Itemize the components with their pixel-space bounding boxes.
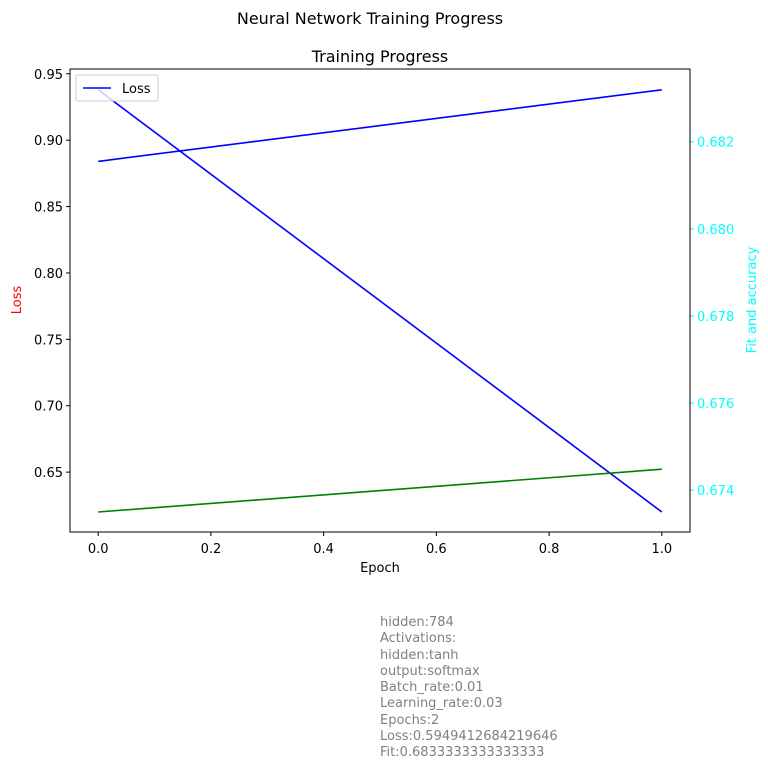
tick-layer: 0.0 0.2 0.4 0.6 0.8 1.0 0.65 0.70 0.75 0.80 0.85 0.…	[34, 68, 734, 557]
info-line-learning-rate: Learning_rate:0.03	[380, 696, 503, 712]
x-tick-label-2: 0.4	[313, 542, 334, 557]
info-line-hidden: hidden:784	[380, 615, 454, 630]
y-right-tick-label-4: 0.682	[697, 136, 734, 151]
legend-label-loss: Loss	[122, 82, 151, 97]
x-tick-label-4: 0.8	[539, 542, 560, 557]
x-tick-label-5: 1.0	[651, 542, 672, 557]
info-line-loss: Loss:0.5949412684219646	[380, 729, 558, 745]
info-line-output-activation: output:softmax	[380, 663, 480, 679]
series-layer	[97, 89, 663, 513]
x-tick-label-0: 0.0	[88, 542, 109, 557]
info-line-epochs: Epochs:2	[380, 712, 440, 728]
y-axis-label-left: Loss	[10, 286, 25, 315]
hyperparameter-info: hidden:784 Activations: hidden:tanh outp…	[380, 615, 558, 762]
series-line-1	[98, 89, 662, 163]
x-axis-label: Epoch	[360, 561, 400, 576]
legend: Loss	[75, 74, 159, 102]
chart-title: Training Progress	[311, 47, 449, 66]
y-right-tick-label-2: 0.678	[697, 310, 734, 325]
y-right-tick-label-1: 0.676	[697, 397, 734, 412]
y-left-tick-label-0: 0.65	[34, 466, 63, 481]
legend-box	[75, 74, 159, 102]
y-left-tick-label-3: 0.80	[34, 267, 63, 282]
figure-suptitle: Neural Network Training Progress	[237, 9, 503, 28]
series-line-2	[98, 468, 662, 513]
y-left-tick-label-2: 0.75	[34, 333, 63, 348]
y-left-tick-label-5: 0.90	[34, 134, 63, 149]
y-right-tick-label-0: 0.674	[697, 484, 734, 499]
plot-frame	[69, 68, 691, 533]
y-left-tick-label-1: 0.70	[34, 400, 63, 415]
info-line-hidden-activation: hidden:tanh	[380, 647, 459, 663]
y-axis-label-right: Fit and accuracy	[745, 246, 760, 353]
y-left-tick-label-6: 0.95	[34, 68, 63, 83]
x-tick-label-1: 0.2	[201, 542, 222, 557]
series-line-0	[97, 89, 663, 513]
y-right-tick-label-3: 0.680	[697, 223, 734, 238]
x-tick-label-3: 0.6	[426, 542, 447, 557]
info-line-fit: Fit:0.6833333333333333	[380, 745, 545, 761]
info-line-batch-rate: Batch_rate:0.01	[380, 680, 484, 696]
y-left-tick-label-4: 0.85	[34, 201, 63, 216]
info-line-activations: Activations:	[380, 631, 457, 647]
